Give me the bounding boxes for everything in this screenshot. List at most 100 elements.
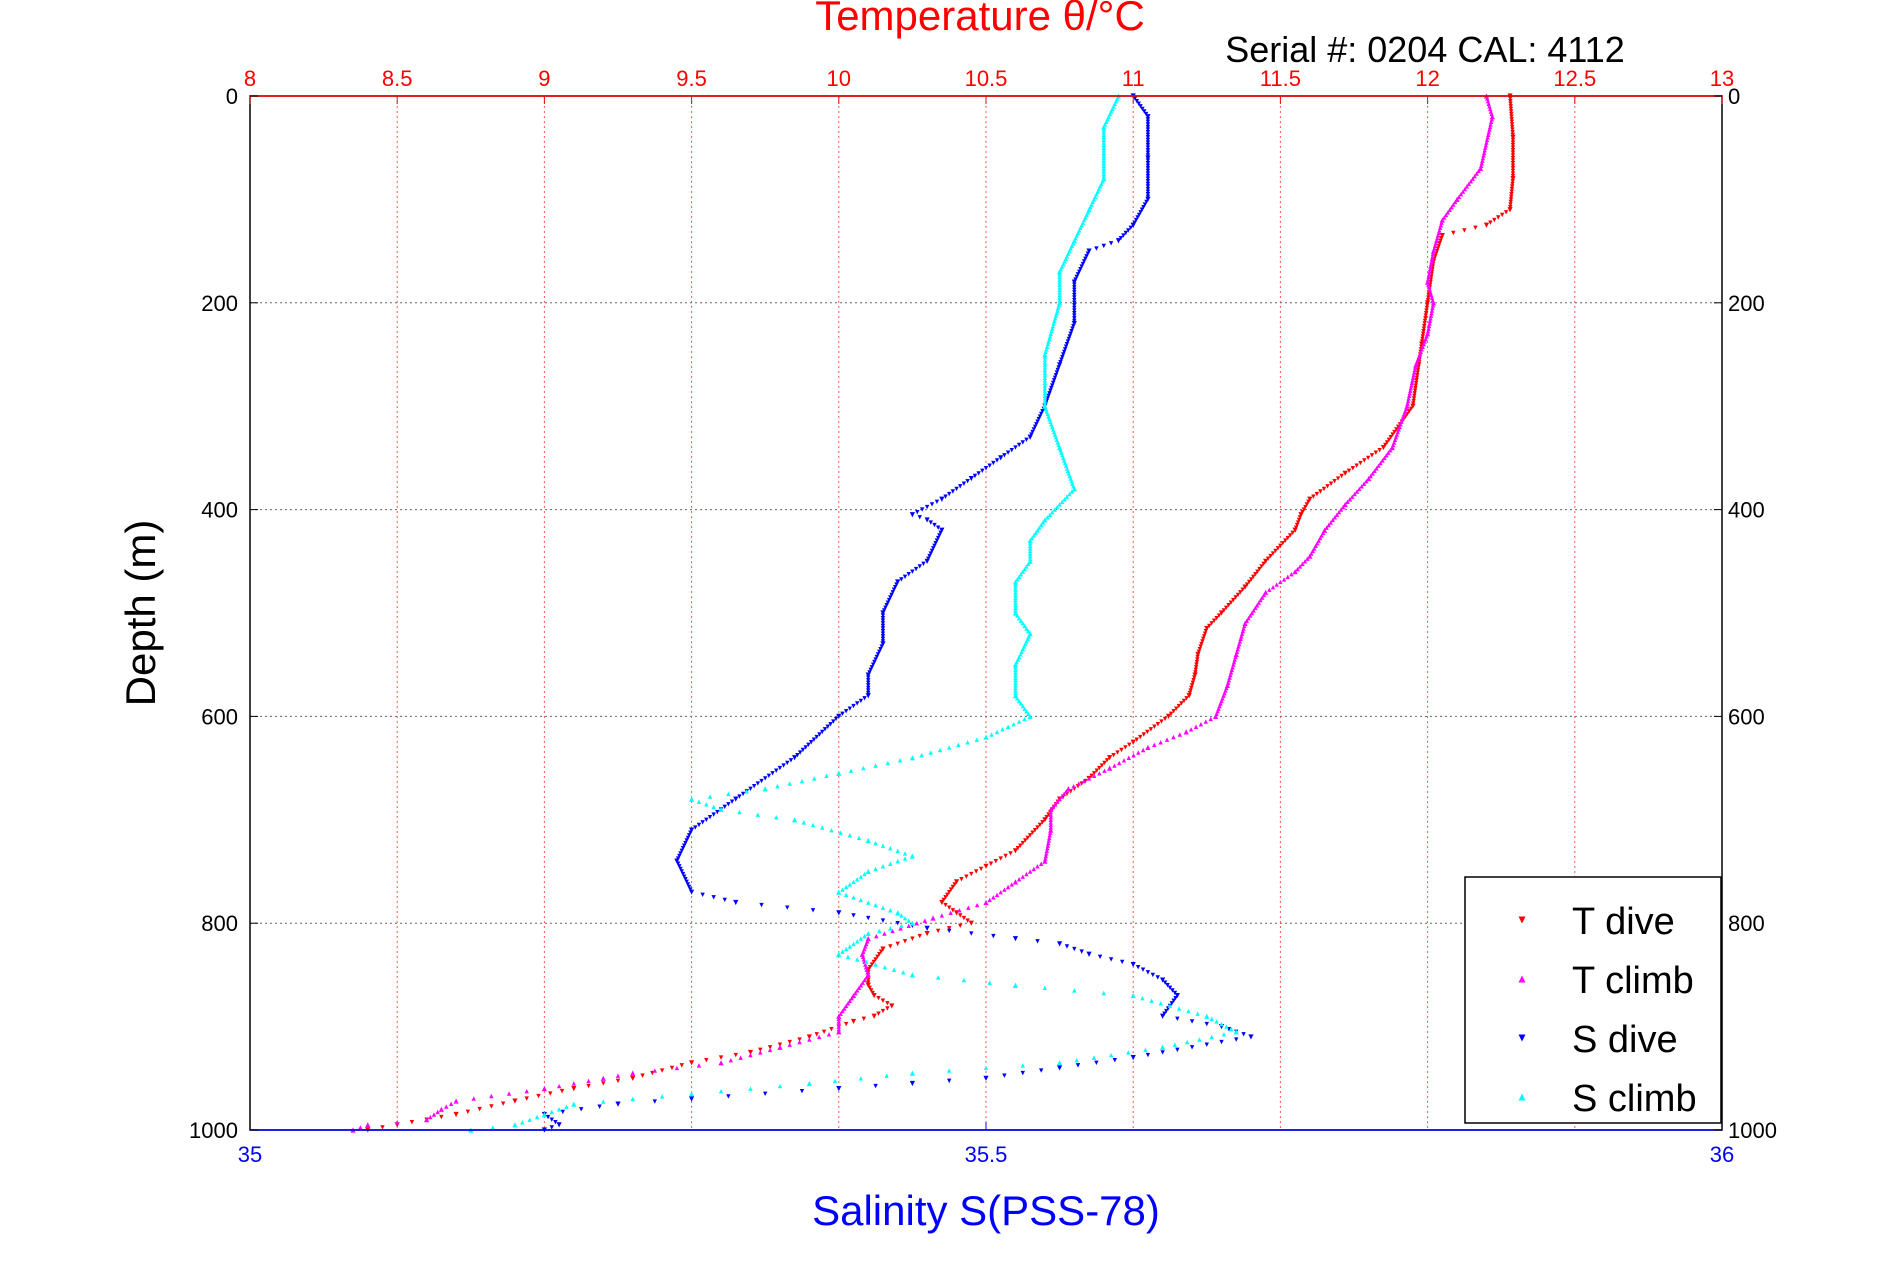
data-point [1382, 455, 1387, 461]
data-point [1065, 786, 1072, 792]
data-point [1184, 696, 1189, 701]
data-point [571, 1086, 577, 1092]
data-point [1013, 683, 1018, 688]
data-point [847, 998, 853, 1003]
data-point [1013, 678, 1018, 683]
data-point [1057, 362, 1063, 368]
data-point [1150, 972, 1156, 978]
data-point [1193, 667, 1198, 673]
data-point [840, 949, 845, 954]
data-point [677, 864, 682, 869]
data-point [902, 574, 908, 580]
data-point [880, 621, 886, 626]
data-point [1427, 287, 1433, 293]
data-point [1413, 365, 1418, 370]
data-point [1039, 1068, 1044, 1073]
data-point [1002, 1073, 1007, 1078]
data-point [1386, 437, 1392, 443]
data-point [1389, 444, 1395, 451]
data-point [859, 951, 865, 957]
data-point [758, 1047, 763, 1053]
data-point [1354, 489, 1360, 494]
data-point [1108, 957, 1114, 962]
data-point [1012, 693, 1019, 699]
legend-marker [1518, 975, 1526, 983]
data-point [1486, 129, 1492, 135]
data-point [700, 892, 705, 897]
data-point [1145, 729, 1150, 735]
data-point [1048, 388, 1053, 393]
data-point [987, 897, 992, 903]
data-point [1316, 538, 1321, 543]
data-point [1012, 579, 1019, 585]
data-point [556, 1107, 562, 1112]
data-point [871, 959, 876, 965]
data-point [1094, 1060, 1099, 1065]
data-point [1119, 747, 1124, 753]
data-point [917, 564, 922, 569]
data-point [1139, 207, 1145, 212]
data-point [1048, 815, 1053, 820]
data-point [1016, 615, 1022, 621]
data-point [939, 527, 945, 533]
data-point [1427, 266, 1433, 272]
data-point [1436, 243, 1441, 249]
data-point [1069, 489, 1075, 494]
data-point [1054, 504, 1060, 510]
data-point [964, 874, 969, 879]
data-point [1251, 608, 1256, 613]
data-point [674, 1065, 680, 1071]
data-point [1456, 194, 1462, 200]
tick-label-depth-right: 200 [1728, 291, 1765, 316]
data-point [1426, 285, 1432, 290]
data-point [1422, 318, 1428, 324]
data-point [1258, 597, 1263, 603]
data-point [1013, 665, 1018, 670]
data-point [1429, 256, 1435, 262]
data-point [1313, 543, 1318, 548]
data-point [1051, 321, 1056, 326]
data-point [1411, 372, 1416, 378]
data-point [866, 683, 871, 688]
data-point [1049, 385, 1054, 391]
data-point [683, 840, 688, 846]
data-point [1508, 101, 1513, 106]
data-point [1024, 564, 1029, 569]
data-point [843, 1021, 849, 1027]
data-point [1242, 623, 1247, 629]
data-point [1412, 393, 1417, 399]
data-point [1101, 132, 1106, 137]
data-point [978, 866, 984, 872]
data-point [1145, 158, 1151, 163]
data-point [1070, 326, 1075, 331]
data-point [1219, 1021, 1224, 1027]
data-point [1303, 504, 1308, 510]
data-point [848, 768, 854, 773]
data-point [1464, 184, 1470, 189]
data-point [365, 1122, 371, 1128]
data-point [1295, 520, 1301, 525]
data-point [1509, 114, 1514, 119]
data-point [1011, 721, 1016, 727]
data-point [866, 680, 871, 685]
data-point [762, 786, 768, 792]
data-point [1101, 153, 1106, 158]
data-point [972, 473, 978, 479]
data-point [1145, 173, 1151, 179]
data-point [906, 923, 911, 928]
data-point [1230, 665, 1235, 670]
data-point [1474, 171, 1479, 176]
data-point [1390, 432, 1395, 437]
data-point [775, 783, 780, 789]
data-point [1145, 129, 1151, 135]
data-point [1285, 535, 1290, 541]
data-point [1394, 427, 1399, 432]
data-point [777, 1083, 783, 1089]
data-point [1425, 300, 1431, 306]
data-point [785, 760, 790, 766]
data-point [845, 1001, 851, 1006]
data-point [1012, 879, 1019, 885]
data-point [1046, 838, 1052, 843]
data-point [1005, 450, 1011, 455]
data-point [950, 908, 956, 913]
